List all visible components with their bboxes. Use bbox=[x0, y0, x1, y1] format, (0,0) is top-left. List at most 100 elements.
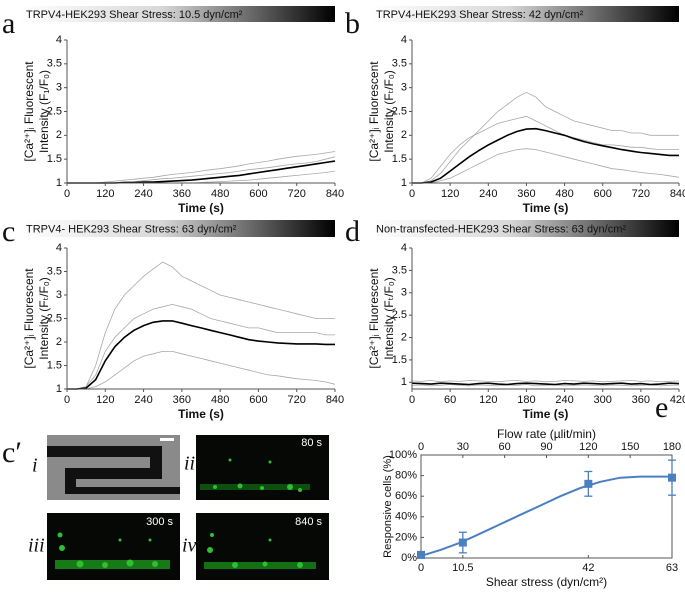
y-tick-label: 2.5 bbox=[47, 312, 62, 324]
x-tick-label: 60 bbox=[444, 394, 456, 406]
y-tick-label: 2.5 bbox=[47, 105, 62, 117]
y-tick-label: 1.5 bbox=[47, 359, 62, 371]
x-tick-label: 240 bbox=[134, 394, 152, 406]
x-tick-label: 600 bbox=[249, 394, 267, 406]
x-tick-label: 240 bbox=[555, 394, 573, 406]
x-tick-label: 720 bbox=[288, 188, 306, 200]
image-label: iv bbox=[182, 535, 197, 557]
data-point bbox=[584, 479, 593, 488]
y-axis-title: [Ca²⁺]ᵢ Fluorescent bbox=[22, 268, 36, 369]
series-line bbox=[412, 148, 680, 184]
y-axis-title: [Ca²⁺]ᵢ Fluorescent bbox=[367, 61, 381, 162]
image-label: ii bbox=[184, 453, 195, 475]
y-tick-label: 1 bbox=[56, 177, 62, 189]
x-tick-label: 0 bbox=[409, 394, 415, 406]
y-tick-label: 80% bbox=[395, 470, 417, 482]
x-axis-title: Time (s) bbox=[178, 407, 224, 421]
data-point bbox=[417, 550, 425, 559]
x2-tick-label: 90 bbox=[540, 441, 552, 453]
series-line bbox=[67, 320, 335, 390]
panel-letter: d bbox=[345, 215, 360, 248]
y-tick-label: 1 bbox=[56, 383, 62, 395]
time-label: 840 s bbox=[295, 516, 322, 528]
x2-tick-label: 180 bbox=[663, 441, 681, 453]
y-tick-label: 3.5 bbox=[47, 265, 62, 277]
panel-letter: b bbox=[345, 7, 360, 40]
series-line bbox=[411, 382, 680, 386]
x2-axis-title: Flow rate (µlit/min) bbox=[497, 427, 596, 441]
y-axis-title: Responsive cells (%) bbox=[382, 455, 394, 558]
series-line bbox=[67, 261, 335, 390]
x-tick-label: 42 bbox=[582, 562, 594, 574]
y-tick-label: 4 bbox=[401, 242, 407, 254]
y-tick-label: 2 bbox=[401, 129, 407, 141]
time-label: 80 s bbox=[301, 437, 322, 449]
micrographs: c′ i ii iii iv 80 s 300 s 840 s bbox=[2, 435, 329, 580]
x-tick-label: 600 bbox=[249, 188, 267, 200]
chart-title: TRPV4-HEK293 Shear Stress: 10.5 dyn/cm² bbox=[26, 9, 243, 21]
x-tick-label: 360 bbox=[632, 394, 650, 406]
x2-tick-label: 60 bbox=[499, 441, 511, 453]
y-tick-label: 40% bbox=[395, 511, 417, 523]
x-tick-label: 240 bbox=[479, 188, 497, 200]
data-point bbox=[668, 473, 676, 482]
x2-tick-label: 0 bbox=[418, 441, 424, 453]
x-tick-label: 600 bbox=[594, 188, 612, 200]
x-tick-label: 120 bbox=[479, 394, 497, 406]
y-tick-label: 3.5 bbox=[47, 58, 62, 70]
panel-letter: c′ bbox=[2, 436, 22, 469]
x-tick-label: 0 bbox=[409, 188, 415, 200]
x-tick-label: 720 bbox=[632, 188, 650, 200]
series-line bbox=[67, 151, 336, 184]
fit-curve bbox=[420, 475, 672, 557]
channel bbox=[65, 487, 180, 494]
y-tick-label: 4 bbox=[56, 242, 62, 254]
cells bbox=[55, 458, 316, 569]
x2-tick-label: 30 bbox=[457, 441, 469, 453]
x-tick-label: 120 bbox=[96, 394, 114, 406]
chart-title: TRPV4-HEK293 Shear Stress: 42 dyn/cm² bbox=[376, 9, 584, 21]
x-axis-title: Shear stress (dyn/cm²) bbox=[486, 575, 607, 589]
x-tick-label: 240 bbox=[134, 188, 152, 200]
series-line bbox=[412, 127, 679, 184]
x-tick-label: 0 bbox=[64, 188, 70, 200]
y-tick-label: 3 bbox=[401, 82, 407, 94]
y-tick-label: 0% bbox=[401, 552, 417, 564]
x-axis-title: Time (s) bbox=[523, 201, 569, 215]
title-bar bbox=[20, 6, 335, 22]
series-line bbox=[412, 115, 679, 184]
y-tick-label: 4 bbox=[56, 34, 62, 46]
x-tick-label: 120 bbox=[441, 188, 459, 200]
y-axis-title: Intensity (Fₜ/F₀) bbox=[382, 277, 396, 360]
y-tick-label: 4 bbox=[401, 34, 407, 46]
x-tick-label: 0 bbox=[418, 562, 424, 574]
y-tick-label: 2 bbox=[56, 129, 62, 141]
series-line bbox=[411, 380, 680, 383]
y-tick-label: 20% bbox=[395, 531, 417, 543]
time-label: 300 s bbox=[146, 516, 173, 528]
series-line bbox=[67, 303, 335, 390]
x-tick-label: 0 bbox=[64, 394, 70, 406]
series-line bbox=[67, 351, 336, 390]
image-label: iii bbox=[28, 535, 45, 557]
y-axis-title: [Ca²⁺]ᵢ Fluorescent bbox=[367, 268, 381, 369]
panel-letter: a bbox=[2, 7, 15, 40]
x-axis-title: Time (s) bbox=[178, 201, 224, 215]
y-tick-label: 3.5 bbox=[392, 58, 407, 70]
y-tick-label: 1.5 bbox=[392, 354, 407, 366]
x-axis-title: Time (s) bbox=[523, 407, 569, 421]
y-tick-label: 3 bbox=[56, 82, 62, 94]
x-tick-label: 840 bbox=[326, 188, 344, 200]
series-line bbox=[67, 170, 336, 184]
channel bbox=[65, 468, 76, 494]
y-tick-label: 1.5 bbox=[47, 153, 62, 165]
series-line bbox=[411, 384, 680, 387]
x-tick-label: 480 bbox=[211, 394, 229, 406]
y-tick-label: 3 bbox=[56, 289, 62, 301]
title-bar bbox=[370, 6, 679, 22]
y-tick-label: 60% bbox=[395, 490, 417, 502]
y-tick-label: 2 bbox=[56, 336, 62, 348]
y-tick-label: 1.5 bbox=[392, 153, 407, 165]
x-tick-label: 360 bbox=[173, 394, 191, 406]
x-tick-label: 10.5 bbox=[452, 562, 473, 574]
